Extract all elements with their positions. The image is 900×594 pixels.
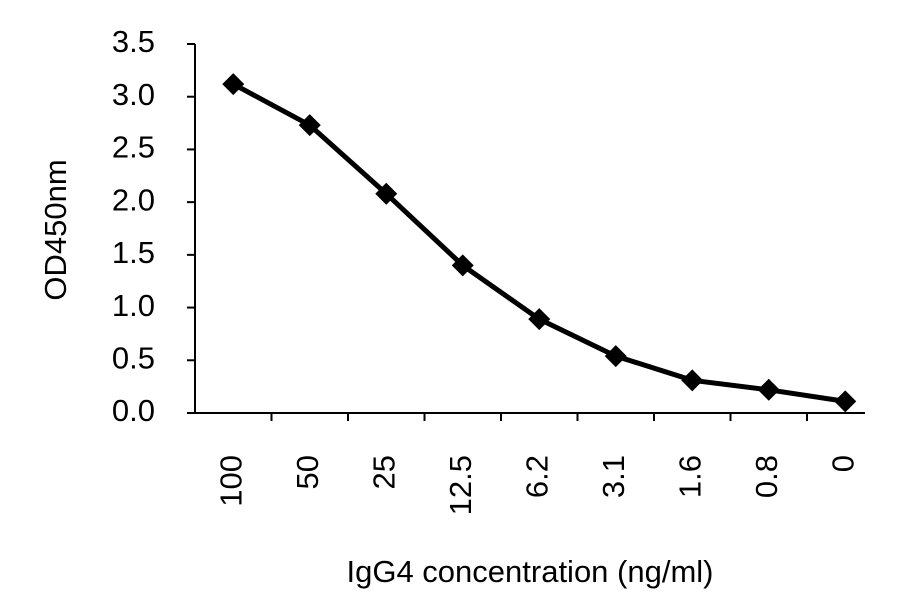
y-tick-label: 2.0 [112, 182, 155, 217]
x-tick-label: 12.5 [443, 455, 478, 515]
data-marker [834, 390, 857, 413]
data-line [232, 81, 846, 404]
data-marker [298, 114, 321, 137]
y-tick-label: 0.0 [112, 393, 155, 428]
data-marker [222, 73, 245, 96]
data-marker [681, 369, 704, 392]
y-axis-title: OD450nm [38, 159, 73, 300]
y-tick-label: 3.0 [112, 77, 155, 112]
y-tick-label: 3.5 [112, 24, 155, 59]
x-tick-label: 100 [213, 455, 248, 507]
data-marker [375, 182, 398, 205]
x-tick-label: 0 [825, 455, 860, 472]
x-axis-title: IgG4 concentration (ng/ml) [346, 554, 713, 589]
y-tick-label: 2.5 [112, 130, 155, 165]
y-tick-label: 1.5 [112, 235, 155, 270]
data-marker [528, 308, 551, 331]
y-tick-label: 0.5 [112, 340, 155, 375]
data-marker [451, 254, 474, 277]
x-tick-label: 25 [366, 455, 401, 489]
x-tick-label: 50 [290, 455, 325, 489]
data-marker [757, 378, 780, 401]
x-tick-label: 0.8 [749, 455, 784, 498]
data-marker [604, 345, 627, 368]
x-tick-label: 1.6 [672, 455, 707, 498]
x-tick-label: 3.1 [596, 455, 631, 498]
x-tick-label: 6.2 [519, 455, 554, 498]
y-tick-label: 1.0 [112, 288, 155, 323]
